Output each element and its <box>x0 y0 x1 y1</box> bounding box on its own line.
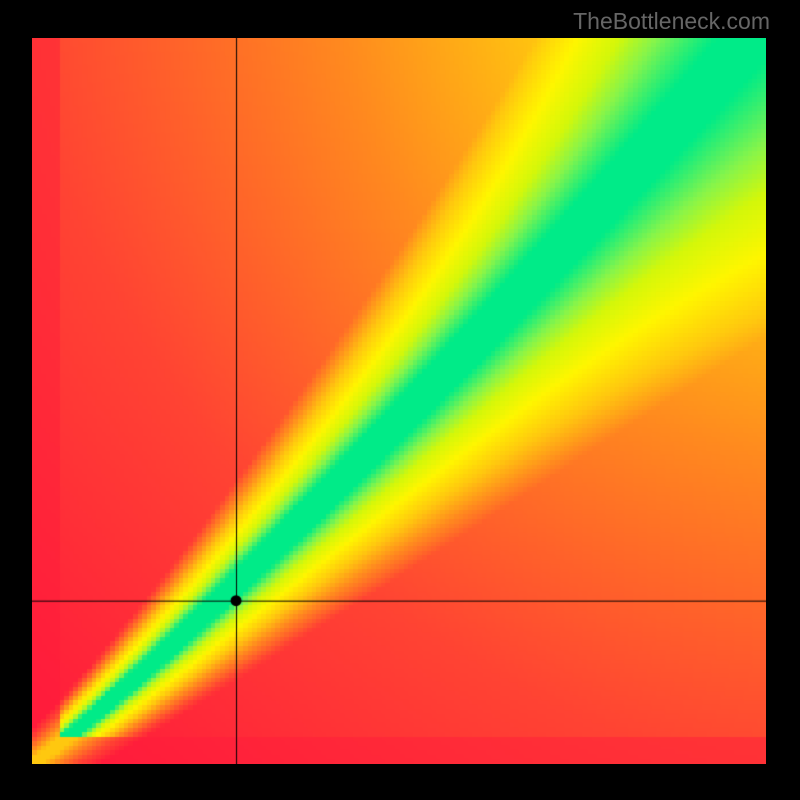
bottleneck-heatmap <box>32 38 766 764</box>
chart-container: TheBottleneck.com <box>0 0 800 800</box>
watermark-text: TheBottleneck.com <box>573 8 770 35</box>
